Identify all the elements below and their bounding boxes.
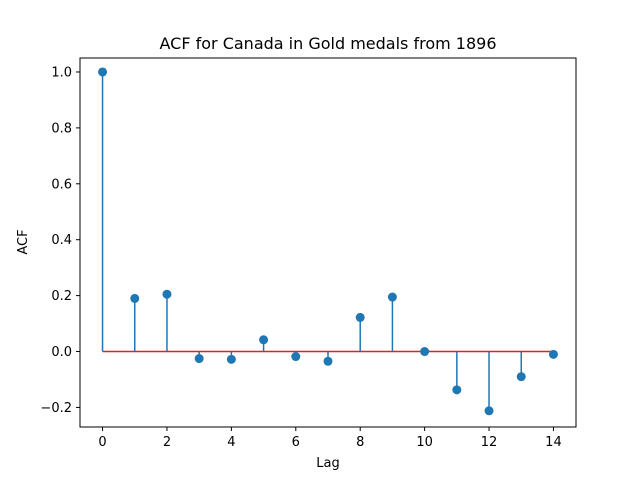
- x-tick-label: 8: [356, 435, 364, 450]
- y-tick-label: 0.8: [51, 121, 72, 136]
- acf-point-lag-9: [387, 292, 397, 302]
- y-axis-label: ACF: [16, 229, 31, 254]
- acf-point-lag-1: [130, 293, 140, 303]
- acf-point-lag-5: [259, 335, 269, 345]
- y-tick-label: −0.2: [40, 401, 72, 416]
- x-tick-label: 10: [416, 435, 433, 450]
- acf-point-lag-12: [484, 406, 494, 416]
- x-tick-label: 2: [163, 435, 171, 450]
- acf-point-lag-2: [162, 289, 172, 299]
- x-tick-label: 14: [545, 435, 562, 450]
- y-tick-label: 1.0: [51, 65, 72, 80]
- acf-point-lag-10: [420, 347, 430, 357]
- acf-point-lag-7: [323, 356, 333, 366]
- x-tick-label: 12: [481, 435, 498, 450]
- y-axis: −0.2 0.0 0.2 0.4 0.6 0.8 1.0: [40, 65, 80, 416]
- y-tick-label: 0.6: [51, 177, 72, 192]
- acf-point-lag-6: [291, 352, 301, 362]
- x-tick-label: 6: [292, 435, 300, 450]
- acf-point-lag-8: [355, 312, 365, 322]
- acf-point-lag-4: [226, 354, 236, 364]
- acf-point-lag-14: [548, 349, 558, 359]
- acf-point-lag-13: [516, 372, 526, 382]
- y-tick-label: 0.4: [51, 233, 72, 248]
- x-tick-label: 0: [98, 435, 106, 450]
- x-tick-label: 4: [227, 435, 235, 450]
- y-tick-label: 0.0: [51, 345, 72, 360]
- x-axis: 0 2 4 6 8 10 12 14: [98, 427, 562, 450]
- chart-title: ACF for Canada in Gold medals from 1896: [159, 34, 496, 53]
- plot-area: [98, 67, 558, 416]
- x-axis-label: Lag: [316, 456, 339, 471]
- y-tick-label: 0.2: [51, 289, 72, 304]
- acf-point-lag-0: [98, 67, 108, 77]
- acf-point-lag-3: [194, 354, 204, 364]
- plot-frame: [79, 57, 577, 428]
- acf-point-lag-11: [452, 385, 462, 395]
